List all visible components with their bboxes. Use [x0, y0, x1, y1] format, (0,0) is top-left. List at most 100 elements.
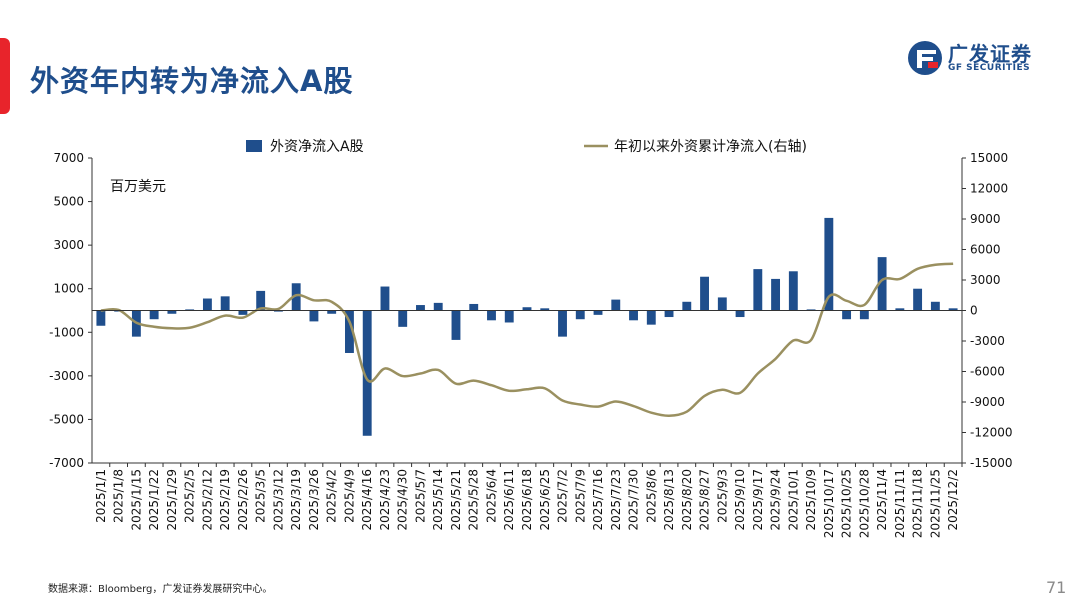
x-tick-label: 2025/5/21 — [449, 469, 463, 531]
bar-series — [96, 217, 958, 436]
y-right-tick-label: -12000 — [970, 426, 1013, 440]
x-tick-label: 2025/7/9 — [573, 469, 587, 523]
unit-label: 百万美元 — [110, 179, 166, 195]
bar — [593, 310, 603, 315]
legend: 外资净流入A股 年初以来外资累计净流入(右轴) — [246, 138, 807, 155]
x-tick-label: 2025/8/6 — [644, 469, 658, 523]
bar — [913, 288, 923, 311]
bar — [96, 310, 106, 326]
bar — [220, 296, 230, 311]
bar — [877, 257, 887, 311]
bar — [629, 310, 638, 321]
bar — [859, 310, 869, 320]
x-tick-label: 2025/6/25 — [538, 469, 552, 531]
y-right-tick-label: 3000 — [970, 273, 1001, 287]
bar — [487, 310, 496, 321]
x-tick-label: 2025/3/26 — [307, 469, 321, 531]
legend-bar-swatch — [246, 140, 262, 152]
bar — [895, 308, 905, 311]
x-tick-label: 2025/2/5 — [183, 469, 197, 523]
source-note: 数据来源：Bloomberg，广发证券发展研究中心。 — [48, 584, 273, 595]
bar — [646, 310, 656, 325]
y-left-tick-label: 3000 — [53, 238, 84, 252]
x-tick-label: 2025/10/17 — [822, 469, 836, 538]
bar — [717, 297, 727, 311]
bar — [416, 305, 425, 311]
bar — [522, 307, 532, 311]
bar — [256, 290, 266, 311]
bar — [504, 310, 514, 323]
x-tick-label: 2025/1/15 — [129, 469, 143, 531]
y-left-tick-label: -7000 — [49, 456, 84, 470]
x-tick-label: 2025/3/5 — [254, 469, 268, 523]
y-right-tick-label: 6000 — [970, 243, 1001, 257]
y-right-tick-label: -9000 — [970, 395, 1005, 409]
x-tick-label: 2025/6/18 — [520, 469, 534, 531]
bar — [273, 310, 283, 312]
x-tick-label: 2025/11/18 — [911, 469, 925, 538]
x-tick-label: 2025/8/20 — [680, 469, 694, 531]
x-tick-label: 2025/3/19 — [289, 469, 303, 531]
x-tick-label: 2025/9/17 — [751, 469, 765, 531]
bar — [575, 310, 585, 320]
axes: -7000 -5000 -3000 -1000 1000 3000 5000 7000 -150… — [49, 151, 1012, 538]
bar — [735, 310, 745, 318]
x-tick-label: 2025/9/3 — [715, 469, 729, 523]
x-tick-label: 2025/3/12 — [271, 469, 285, 531]
cumulative-line — [100, 262, 954, 417]
slide-title: 外资年内转为净流入A股 — [30, 64, 354, 98]
x-tick-label: 2025/4/23 — [378, 469, 392, 531]
y-left-tick-label: -5000 — [49, 412, 84, 426]
bar — [185, 309, 195, 311]
bar — [327, 310, 337, 314]
x-tick-label: 2025/4/9 — [342, 469, 356, 523]
bar — [611, 299, 621, 311]
legend-bar-label: 外资净流入A股 — [270, 139, 364, 155]
gf-securities-logo: 广发证券 GF SECURITIES — [906, 38, 1056, 78]
y-right-tick-label: 15000 — [970, 151, 1008, 165]
bar — [540, 308, 550, 311]
legend-line-label: 年初以来外资累计净流入(右轴) — [614, 138, 807, 155]
y-left-tick-label: -3000 — [49, 369, 84, 383]
bar — [202, 298, 212, 311]
x-tick-label: 2025/5/14 — [431, 469, 445, 531]
x-tick-label: 2025/9/10 — [733, 469, 747, 531]
y-right-tick-label: -3000 — [970, 334, 1005, 348]
x-tick-label: 2025/11/4 — [875, 469, 889, 531]
x-tick-label: 2025/10/9 — [804, 469, 818, 531]
x-tick-label: 2025/11/25 — [928, 469, 942, 538]
bar — [362, 310, 372, 436]
x-tick-label: 2025/1/22 — [147, 469, 161, 531]
y-left-tick-label: 5000 — [53, 195, 84, 209]
x-tick-label: 2025/10/28 — [857, 469, 871, 538]
bar — [700, 276, 709, 311]
line-series — [100, 262, 954, 417]
bar — [380, 286, 390, 311]
accent-bar — [0, 38, 10, 114]
bar — [806, 309, 816, 311]
bar — [433, 302, 443, 311]
bar — [345, 310, 354, 353]
x-tick-label: 2025/8/13 — [662, 469, 676, 531]
x-tick-label: 2025/4/16 — [360, 469, 374, 531]
bar — [930, 301, 940, 311]
x-tick-label: 2025/1/8 — [112, 469, 126, 523]
x-tick-label: 2025/2/26 — [236, 469, 250, 531]
x-tick-label: 2025/1/1 — [94, 469, 108, 523]
page-number: 71 — [1046, 578, 1067, 597]
x-tick-label: 2025/1/29 — [165, 469, 179, 531]
bar — [469, 303, 479, 311]
bar — [824, 217, 834, 311]
x-tick-label: 2025/7/2 — [556, 469, 570, 523]
y-left-tick-label: -1000 — [49, 325, 84, 339]
y-right-tick-label: 0 — [970, 304, 978, 318]
bar — [558, 310, 567, 337]
x-tick-label: 2025/7/23 — [609, 469, 623, 531]
bar — [664, 310, 674, 318]
gf-logo-icon — [908, 41, 942, 75]
x-tick-label: 2025/2/12 — [200, 469, 214, 531]
bar — [451, 310, 461, 340]
bar — [842, 310, 852, 320]
x-tick-label: 2025/8/27 — [698, 469, 712, 531]
bar — [291, 283, 301, 311]
